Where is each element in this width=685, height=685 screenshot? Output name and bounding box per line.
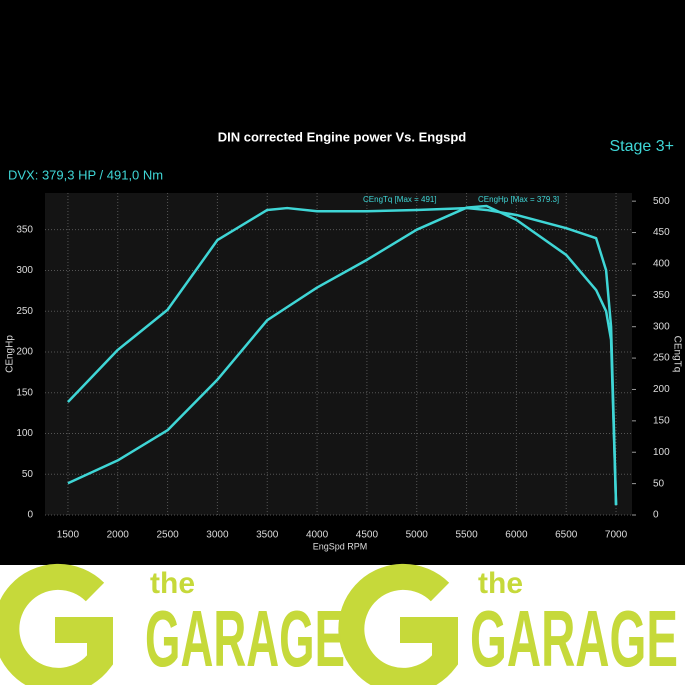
logo-g [0, 563, 458, 685]
series-line [67, 206, 618, 505]
logo-small: the [478, 567, 523, 600]
y-tick-label: 250 [16, 306, 33, 317]
y2-tick-label: 100 [653, 447, 670, 458]
y2-tick-label: 50 [653, 478, 665, 489]
x-tick-label: 6500 [555, 530, 578, 541]
x-tick-label: 1500 [57, 530, 80, 541]
g-shape [0, 563, 113, 685]
logo-big: GARAGE [470, 594, 678, 683]
x-axis-label: EngSpd RPM [313, 541, 368, 551]
y2-tick-label: 200 [653, 384, 670, 395]
y-tick-label: 200 [16, 347, 33, 358]
y2-axis-label: CEngTq [671, 336, 682, 373]
x-tick-label: 2000 [107, 530, 130, 541]
y-tick-label: 0 [27, 510, 33, 521]
x-tick-label: 3000 [206, 530, 229, 541]
series-label: CEngHp [Max = 379.3] [478, 195, 559, 204]
x-tick-label: 5000 [406, 530, 429, 541]
banner: the GARAGE the GARAGE [0, 563, 685, 685]
x-tick-label: 4500 [356, 530, 379, 541]
series-label: CEngTq [Max = 491] [363, 195, 437, 204]
g-shape [338, 563, 458, 685]
chart-subtitle: DVX: 379,3 HP / 491,0 Nm [8, 167, 163, 182]
y2-tick-label: 0 [653, 510, 659, 521]
x-tick-label: 2500 [156, 530, 179, 541]
y2-tick-label: 350 [653, 290, 670, 301]
y-tick-label: 100 [16, 428, 33, 439]
y2-tick-label: 300 [653, 321, 670, 332]
y-tick-label: 350 [16, 224, 33, 235]
y-tick-label: 50 [22, 469, 34, 480]
y-axis-label: CEngHp [5, 335, 16, 373]
x-tick-label: 7000 [605, 530, 628, 541]
y2-tick-label: 400 [653, 259, 670, 270]
x-tick-label: 5500 [455, 530, 478, 541]
x-tick-label: 6000 [505, 530, 528, 541]
y-tick-label: 300 [16, 265, 33, 276]
series-line [67, 204, 618, 506]
x-tick-label: 3500 [256, 530, 279, 541]
logo-big: GARAGE [145, 594, 345, 683]
y2-tick-label: 250 [653, 353, 670, 364]
logo-small: the [150, 567, 195, 600]
y2-tick-label: 450 [653, 227, 670, 238]
chart: 1500 2000 2500 3000 3500 4000 4500 5000 5500 6000… [16, 193, 670, 541]
y2-tick-label: 500 [653, 196, 670, 207]
stage-badge: Stage 3+ [610, 138, 675, 155]
chart-title: DIN corrected Engine power Vs. Engspd [218, 129, 467, 144]
x-tick-label: 4000 [306, 530, 329, 541]
y-tick-label: 150 [16, 387, 33, 398]
y2-tick-label: 150 [653, 415, 670, 426]
plot-area [45, 193, 632, 515]
